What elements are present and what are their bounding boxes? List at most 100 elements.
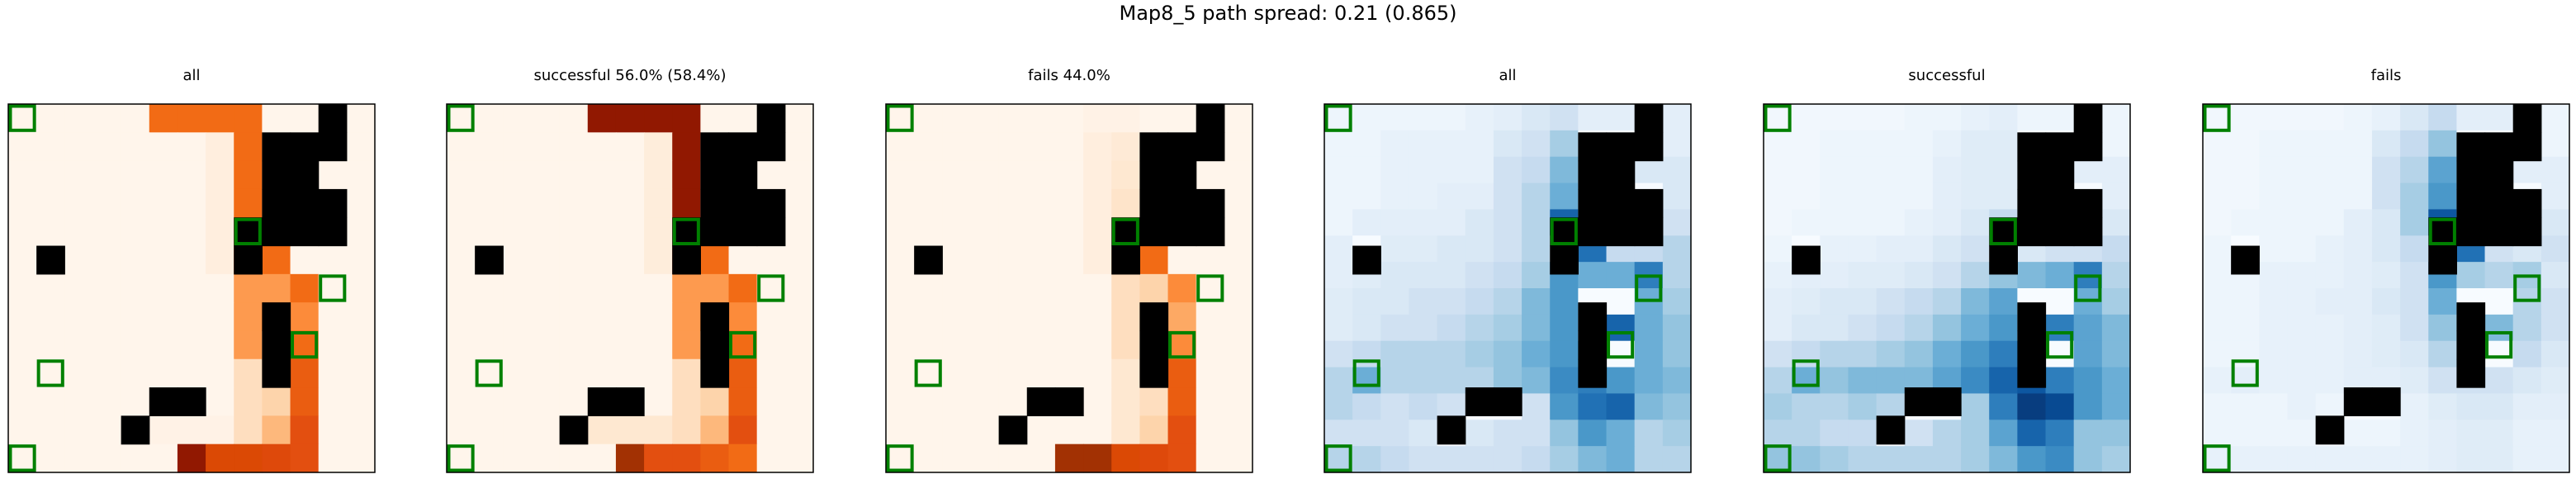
heat-cell: [1961, 104, 1990, 131]
heat-cell: [2259, 340, 2289, 368]
heat-cell: [318, 302, 348, 332]
heat-cell: [1876, 130, 1906, 158]
heat-cell: [290, 245, 320, 275]
heat-cell: [1848, 393, 1878, 420]
heat-cell: [2428, 104, 2457, 131]
heat-cell: [1111, 330, 1140, 360]
heat-cell: [206, 415, 234, 445]
heat-cell: [1054, 188, 1084, 218]
goal-marker: [886, 444, 914, 472]
heat-cell: [346, 330, 376, 360]
wall-cell: [290, 217, 320, 247]
heat-cell: [2045, 420, 2075, 447]
heat-cell: [1848, 288, 1878, 315]
heat-cell: [700, 415, 730, 445]
wall-cell: [262, 358, 291, 388]
panel-frame: [2202, 103, 2570, 473]
heat-cell: [1932, 340, 1962, 368]
heat-cell: [1224, 160, 1253, 190]
heat-cell: [1764, 262, 1792, 289]
heat-cell: [998, 358, 1028, 388]
heatmap-panel-3: fails 44.0%: [885, 67, 1253, 473]
heat-cell: [2428, 340, 2457, 368]
heat-cell: [914, 104, 943, 133]
heat-cell: [1083, 245, 1112, 275]
wall-cell: [1139, 330, 1169, 360]
heat-cell: [1876, 183, 1906, 211]
wall-cell: [1167, 132, 1197, 162]
heat-cell: [36, 302, 65, 332]
heat-cell: [644, 245, 673, 275]
heat-cell: [1578, 393, 1608, 420]
heat-cell: [2428, 446, 2457, 473]
heat-cell: [64, 443, 94, 473]
heat-cell: [728, 104, 758, 133]
heat-cell: [2540, 446, 2570, 473]
heat-cell: [2259, 314, 2289, 342]
heat-cell: [1764, 420, 1792, 447]
heat-cell: [1606, 420, 1636, 447]
heat-cell: [2371, 314, 2401, 342]
heat-cell: [1550, 446, 1579, 473]
wall-cell: [1932, 387, 1962, 416]
heat-cell: [1026, 245, 1056, 275]
heat-cell: [886, 217, 915, 247]
heat-cell: [2484, 104, 2514, 131]
heat-cell: [1352, 340, 1381, 368]
heat-cell: [1932, 130, 1962, 158]
heat-cell: [2371, 446, 2401, 473]
heat-cell: [1904, 183, 1934, 211]
wall-cell: [728, 160, 758, 190]
heat-cell: [1111, 302, 1140, 332]
heat-cell: [2343, 104, 2373, 131]
heat-cell: [290, 358, 320, 388]
heat-cell: [1550, 288, 1579, 315]
heat-cell: [700, 104, 730, 133]
heat-cell: [503, 188, 533, 218]
heat-cell: [1380, 314, 1410, 342]
heat-cell: [1465, 314, 1494, 342]
heat-cell: [346, 273, 376, 303]
heat-cell: [942, 273, 972, 303]
heat-cell: [644, 358, 673, 388]
heat-cell: [177, 245, 206, 275]
heat-cell: [1904, 104, 1934, 131]
heat-cell: [262, 104, 291, 133]
heat-cell: [728, 273, 758, 303]
wall-cell: [1578, 330, 1608, 360]
heat-cell: [1764, 235, 1792, 263]
heat-cell: [36, 330, 65, 360]
heat-cell: [1324, 156, 1353, 184]
heat-cell: [970, 245, 1000, 275]
heat-cell: [1380, 156, 1410, 184]
heat-cell: [290, 330, 320, 360]
heat-cell: [1380, 340, 1410, 368]
heat-cell: [2101, 209, 2131, 236]
goal-marker: [1196, 274, 1224, 302]
heat-cell: [1409, 104, 1438, 131]
heat-cell: [1026, 104, 1056, 133]
heat-cell: [206, 132, 234, 162]
heat-cell: [1848, 104, 1878, 131]
heat-cell: [1848, 367, 1878, 395]
heat-cell: [1961, 446, 1990, 473]
wall-cell: [1139, 217, 1169, 247]
heat-cell: [1493, 314, 1522, 342]
heat-cell: [672, 330, 701, 360]
heat-cell: [1764, 393, 1792, 420]
heat-cell: [970, 387, 1000, 416]
heat-cell: [1662, 235, 1692, 263]
heat-cell: [1792, 446, 1821, 473]
wall-cell: [1167, 188, 1197, 218]
wall-cell: [1493, 387, 1522, 416]
heat-cell: [886, 160, 915, 190]
heat-cell: [121, 160, 150, 190]
wall-cell: [1437, 415, 1466, 445]
heat-cell: [234, 188, 263, 218]
heat-cell: [2287, 183, 2317, 211]
heat-cell: [756, 302, 786, 332]
heat-cell: [2203, 104, 2232, 131]
wall-cell: [2017, 358, 2047, 388]
heat-cell: [1550, 340, 1579, 368]
heat-cell: [8, 273, 37, 303]
